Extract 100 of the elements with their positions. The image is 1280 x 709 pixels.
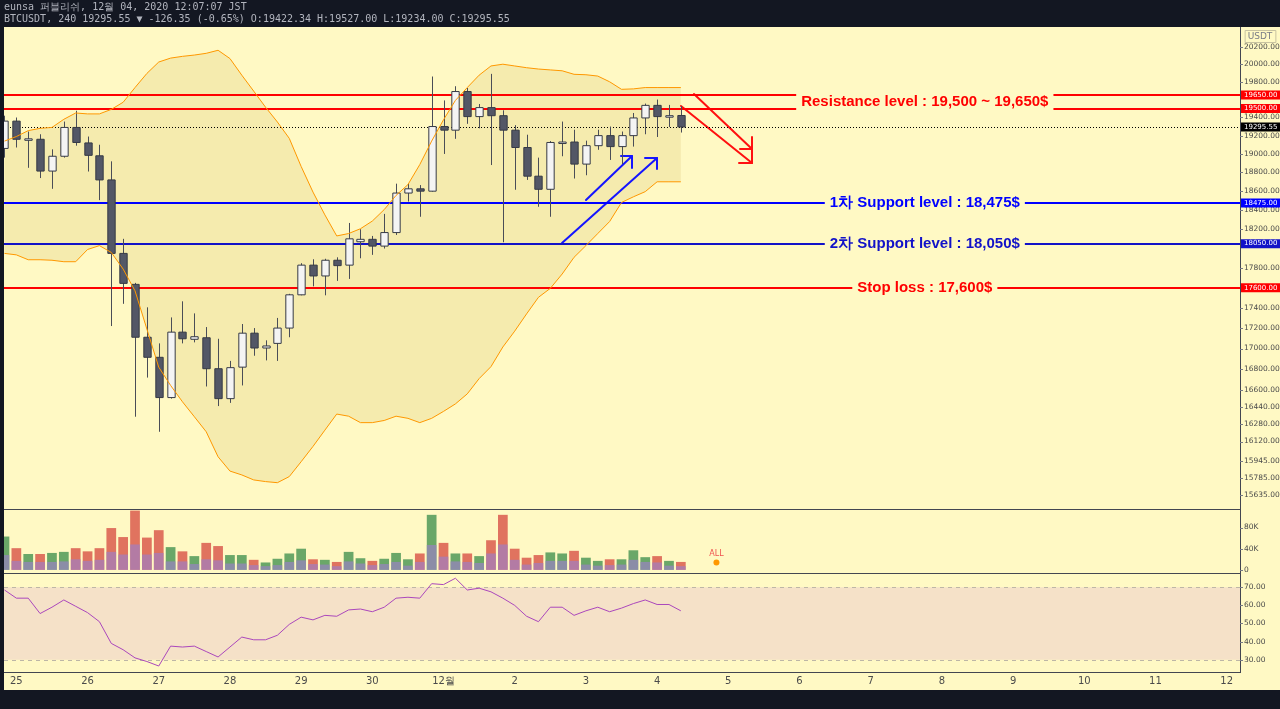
x-tick-label: 3 <box>582 674 590 686</box>
bar <box>272 565 283 570</box>
bar <box>640 561 651 570</box>
bar <box>581 557 591 570</box>
bar <box>557 560 568 570</box>
bar <box>118 537 129 570</box>
bar <box>201 559 212 570</box>
bar <box>640 557 651 570</box>
bar <box>130 544 140 570</box>
annotation: 2차 Support level : 18,050$ <box>829 234 1021 252</box>
candlestick <box>499 109 508 243</box>
bar <box>35 561 45 570</box>
bar <box>474 563 484 570</box>
annotation: ALL <box>709 548 725 558</box>
bar <box>652 562 662 570</box>
bar <box>616 559 627 570</box>
bar <box>225 563 235 570</box>
bar <box>604 559 615 570</box>
bar <box>367 560 378 570</box>
bar <box>355 558 366 570</box>
x-tick-label: 7 <box>867 674 874 686</box>
bar <box>177 561 188 570</box>
bar <box>165 547 176 570</box>
chart-subtitle: BTCUSDT, 240 19295.55 ▼ -126.35 (-0.65%) O:19422.34 H:19527.00 L:19234.00 C:19295.55 <box>4 13 510 25</box>
bar <box>177 551 188 570</box>
bar <box>379 558 390 570</box>
bar <box>414 553 425 570</box>
bar <box>142 537 152 570</box>
x-tick-label: 11 <box>1149 674 1162 686</box>
bar <box>260 566 271 570</box>
bar <box>153 530 164 570</box>
bar <box>343 551 354 570</box>
x-tick-label: 12 <box>1220 674 1234 686</box>
bar <box>438 556 449 570</box>
x-tick-label: 12월 <box>432 674 455 686</box>
bar <box>391 561 401 570</box>
candlestick <box>84 136 93 173</box>
bar <box>497 544 508 570</box>
chart-title: eunsa 퍼블리쉬, 12월 04, 2020 12:07:07 JST <box>4 1 248 13</box>
bar <box>545 552 556 570</box>
bar <box>569 560 579 570</box>
bar <box>189 564 200 570</box>
annotation: Resistance level : 19,500 ~ 19,650$ <box>801 92 1050 110</box>
bar <box>675 566 686 570</box>
bar <box>308 564 318 570</box>
bar <box>426 545 437 570</box>
bar <box>260 562 271 570</box>
bar <box>94 559 105 570</box>
bar <box>474 556 484 570</box>
bar <box>628 559 639 570</box>
x-tick-label: 30 <box>365 674 379 686</box>
bar <box>58 561 69 570</box>
bar <box>664 560 674 570</box>
bar <box>331 566 342 570</box>
bar <box>533 563 544 570</box>
bar <box>106 551 117 570</box>
bar <box>557 553 568 570</box>
bar <box>545 560 556 570</box>
bar <box>675 561 686 570</box>
x-tick-label: 25 <box>9 674 23 686</box>
bar <box>521 557 532 570</box>
bar <box>272 558 283 570</box>
bar <box>414 561 425 570</box>
bar <box>47 552 57 570</box>
bar <box>165 561 176 570</box>
bar <box>70 548 81 570</box>
bar <box>486 553 496 570</box>
bar <box>236 555 247 570</box>
bar <box>82 560 93 570</box>
x-tick-label: 27 <box>152 674 166 686</box>
bar <box>23 554 34 570</box>
bar <box>497 514 508 570</box>
bar <box>628 550 639 570</box>
bar <box>82 551 93 570</box>
bar <box>213 560 223 570</box>
bar <box>403 559 413 570</box>
bar <box>592 565 603 570</box>
bar <box>403 565 413 570</box>
bar <box>450 553 461 570</box>
x-tick-label: 10 <box>1077 674 1091 686</box>
bar <box>509 559 520 570</box>
bar <box>533 555 544 570</box>
x-tick-label: 6 <box>796 674 803 686</box>
bar <box>426 514 437 570</box>
x-tick-label: 28 <box>223 674 237 686</box>
bar <box>462 561 473 570</box>
bar <box>581 564 591 570</box>
bar <box>486 540 496 570</box>
bar <box>604 565 615 570</box>
bar <box>664 565 674 570</box>
bar <box>569 550 579 570</box>
bar <box>438 542 449 570</box>
bar <box>130 510 140 570</box>
bar <box>94 548 105 570</box>
bar <box>58 551 69 570</box>
bar <box>70 559 81 570</box>
bar <box>284 561 295 570</box>
bar <box>213 546 223 570</box>
bar <box>118 554 129 570</box>
bar <box>592 560 603 570</box>
